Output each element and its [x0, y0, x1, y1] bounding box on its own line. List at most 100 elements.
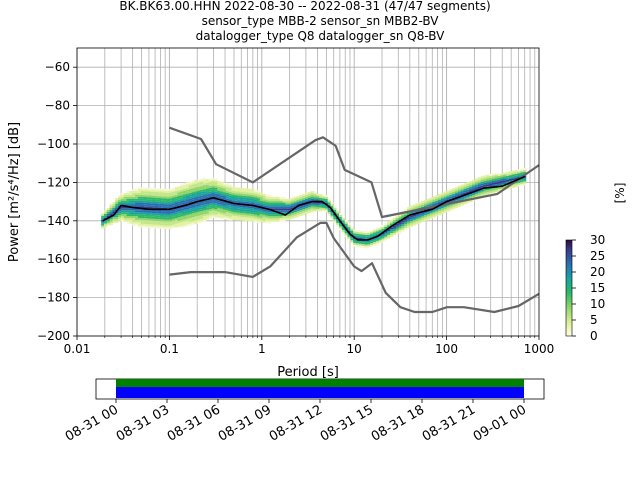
density-cell	[350, 238, 354, 241]
density-cell	[514, 177, 518, 180]
density-cell	[225, 212, 229, 215]
density-cell	[163, 211, 167, 214]
density-cell	[494, 188, 498, 190]
density-cell	[152, 216, 156, 219]
density-cell	[118, 203, 122, 206]
density-cell	[273, 202, 278, 205]
density-cell	[157, 215, 161, 218]
density-cell	[429, 201, 433, 204]
density-cell	[271, 202, 275, 205]
density-cell	[157, 217, 161, 220]
density-cell	[520, 172, 524, 175]
density-cell	[220, 189, 224, 192]
density-cell	[285, 214, 289, 216]
density-cell	[169, 202, 173, 205]
density-cell	[514, 181, 518, 184]
density-cell	[350, 228, 354, 231]
density-cell	[225, 206, 229, 209]
density-cell	[378, 235, 382, 238]
density-cell	[435, 198, 439, 201]
density-cell	[251, 208, 255, 211]
density-cell	[282, 202, 286, 205]
density-cell	[491, 192, 496, 195]
density-cell	[166, 194, 170, 197]
density-cell	[421, 216, 425, 219]
density-cell	[135, 216, 139, 218]
density-cell	[500, 179, 504, 181]
density-cell	[307, 203, 312, 206]
density-cell	[166, 190, 170, 193]
density-cell	[146, 191, 150, 194]
density-cell	[191, 199, 195, 202]
density-cell	[401, 227, 405, 230]
density-cell	[271, 204, 275, 207]
density-cell	[290, 211, 295, 214]
density-cell	[115, 197, 119, 200]
density-cell	[446, 194, 450, 197]
density-cell	[152, 224, 156, 227]
density-cell	[186, 193, 190, 196]
density-cell	[171, 195, 176, 198]
density-cell	[251, 219, 255, 222]
density-cell	[234, 189, 238, 192]
density-cell	[341, 231, 346, 234]
density-cell	[137, 189, 142, 192]
density-cell	[384, 238, 388, 241]
density-cell	[503, 180, 507, 183]
density-cell	[285, 204, 289, 207]
density-cell	[171, 191, 176, 194]
density-cell	[279, 216, 283, 218]
density-cell	[200, 186, 204, 189]
density-cell	[483, 177, 487, 180]
density-cell	[239, 205, 244, 208]
density-cell	[239, 195, 244, 198]
density-cell	[319, 201, 323, 204]
density-cell	[251, 194, 255, 197]
density-cell	[435, 197, 439, 199]
density-cell	[149, 220, 153, 223]
density-cell	[109, 221, 113, 224]
density-cell	[174, 214, 178, 216]
density-cell	[228, 207, 232, 210]
density-cell	[169, 200, 173, 203]
density-cell	[353, 229, 357, 232]
density-cell	[290, 207, 295, 210]
density-cell	[463, 202, 467, 205]
density-cell	[214, 187, 218, 190]
density-cell	[254, 193, 258, 196]
density-cell	[152, 205, 156, 208]
density-cell	[217, 207, 221, 210]
density-cell	[237, 218, 241, 221]
density-cell	[356, 231, 360, 234]
density-cell	[477, 179, 481, 182]
density-cell	[440, 211, 445, 214]
density-cell	[197, 179, 201, 182]
density-cell	[140, 200, 145, 203]
density-cell	[500, 186, 504, 189]
density-cell	[248, 206, 252, 209]
density-cell	[214, 216, 218, 219]
density-cell	[245, 196, 249, 199]
density-cell	[370, 241, 374, 244]
density-cell	[203, 187, 207, 190]
density-cell	[256, 194, 261, 197]
density-cell	[177, 201, 181, 204]
density-cell	[154, 213, 159, 216]
density-cell	[177, 224, 181, 227]
density-cell	[381, 238, 385, 241]
density-cell	[200, 218, 204, 221]
density-cell	[191, 217, 195, 219]
density-cell	[149, 222, 153, 225]
density-cell	[523, 181, 527, 184]
density-cell	[256, 207, 261, 210]
density-cell	[265, 203, 269, 206]
density-cell	[211, 198, 215, 201]
density-cell	[384, 232, 388, 235]
density-cell	[254, 210, 258, 213]
density-cell	[208, 182, 212, 185]
density-cell	[474, 186, 479, 189]
density-cell	[489, 181, 493, 184]
density-cell	[157, 199, 161, 202]
density-cell	[290, 205, 295, 208]
density-cell	[347, 229, 351, 231]
